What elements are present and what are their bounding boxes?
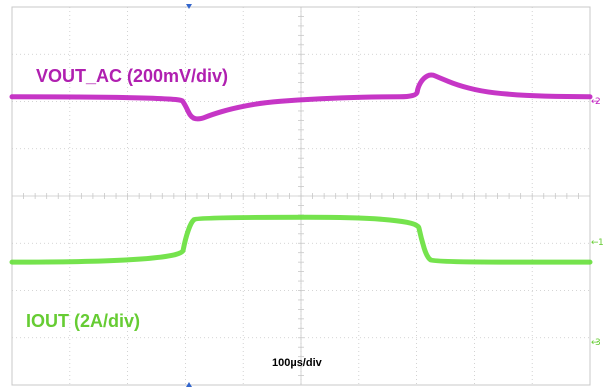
svg-text:←: ←: [591, 338, 599, 348]
iout-trace: [9, 214, 593, 265]
svg-text:2: 2: [595, 97, 601, 107]
iout-label: IOUT (2A/div): [26, 311, 140, 331]
trigger-marker-top: [186, 4, 192, 9]
channel2-marker: ← 2: [591, 97, 601, 107]
svg-text:←: ←: [591, 238, 599, 248]
svg-text:3: 3: [595, 338, 601, 348]
svg-text:1: 1: [598, 238, 604, 248]
channel3-marker: ← 3: [591, 338, 601, 348]
grid: [11, 6, 591, 386]
timebase-label: 100µs/div: [272, 357, 323, 369]
trigger-marker-bottom: [186, 382, 192, 387]
vout-trace: [9, 72, 593, 122]
vout-label: VOUT_AC (200mV/div): [36, 66, 228, 86]
svg-text:←: ←: [591, 97, 599, 107]
traces: [9, 72, 593, 265]
channel1-marker: ← 1: [591, 238, 604, 248]
